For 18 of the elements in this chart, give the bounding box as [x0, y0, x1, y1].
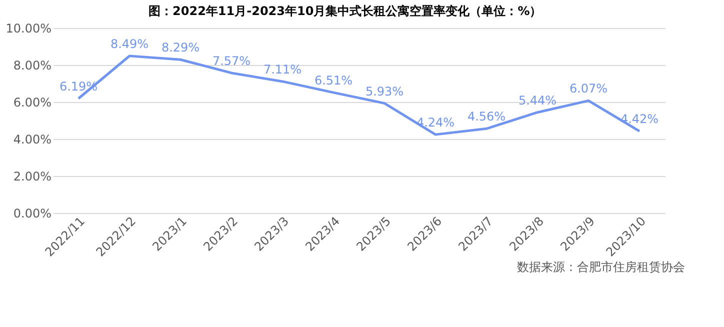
data-label: 4.42%	[620, 112, 659, 126]
y-tick-label: 0.00%	[13, 206, 52, 220]
y-tick-label: 10.00%	[6, 22, 52, 36]
data-label: 6.07%	[569, 82, 608, 96]
y-tick-label: 6.00%	[13, 96, 52, 110]
data-label: 5.93%	[365, 84, 404, 98]
data-label: 8.49%	[110, 36, 149, 51]
y-tick-label: 4.00%	[13, 132, 52, 146]
y-tick-label: 2.00%	[13, 170, 52, 184]
y-tick-label: 8.00%	[13, 58, 52, 72]
data-label: 5.44%	[518, 93, 557, 108]
chart-title: 图：2022年11月-2023年10月集中式长租公寓空置率变化（单位：%）	[148, 4, 542, 18]
data-label: 4.56%	[467, 110, 506, 124]
data-label: 6.51%	[314, 74, 353, 88]
source-note: 数据来源：合肥市住房租赁协会	[517, 260, 685, 274]
data-label: 7.57%	[212, 54, 251, 68]
data-label: 7.11%	[263, 62, 302, 76]
data-label: 8.29%	[161, 40, 200, 55]
